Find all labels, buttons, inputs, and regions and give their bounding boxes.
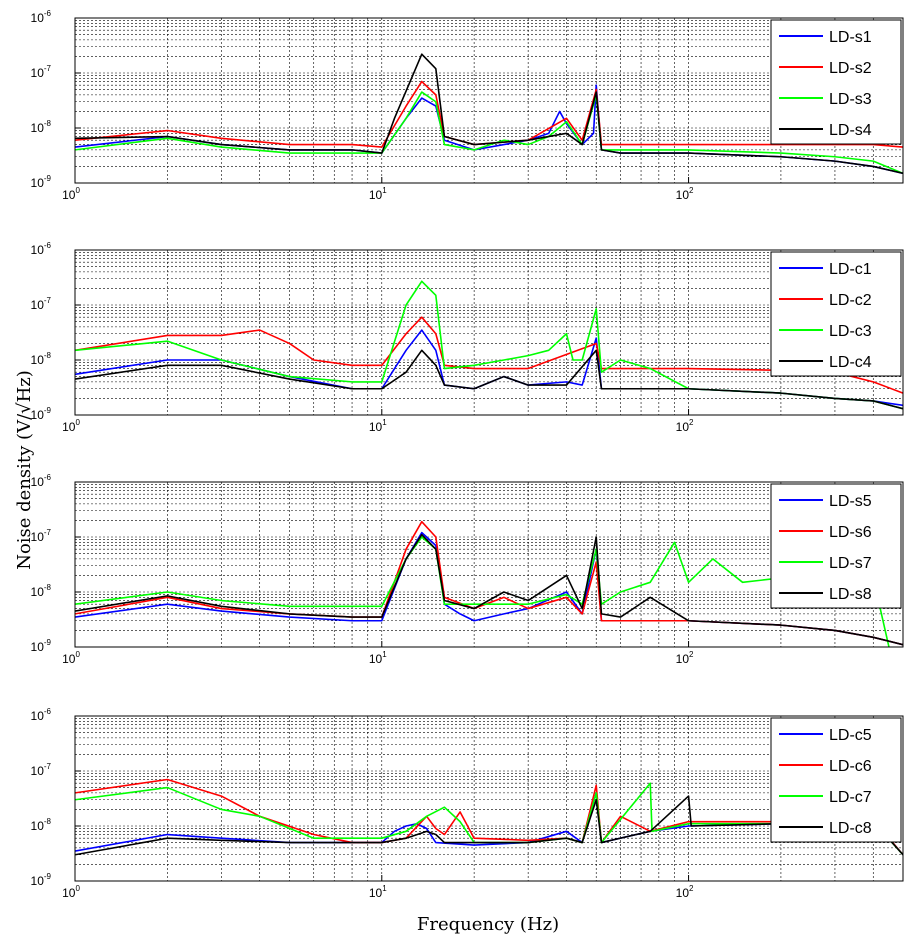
legend-box <box>770 717 902 843</box>
x-tick-label: 101 <box>369 650 387 666</box>
legend-label: LD-s4 <box>829 122 872 139</box>
x-tick-label: 101 <box>369 884 387 900</box>
legend-label: LD-c3 <box>829 323 872 340</box>
y-tick-label: 10-9 <box>31 872 52 888</box>
y-tick-label: 10-8 <box>31 351 52 367</box>
legend-label: LD-c4 <box>829 354 872 371</box>
chart-panel-1: 100 101 102 10-9 10-8 10-7 10-6 LD-s1 LD-s2 LD-s3… <box>31 9 904 202</box>
x-axis-label: Frequency (Hz) <box>417 914 559 935</box>
axes-frame <box>74 249 904 416</box>
x-tick-label: 102 <box>676 418 694 434</box>
legend-box <box>770 251 902 377</box>
series-line-LD-c3 <box>75 280 903 410</box>
x-tick-label: 102 <box>676 884 694 900</box>
axes-frame <box>74 481 904 648</box>
x-tick-label: 101 <box>369 418 387 434</box>
grid <box>75 482 903 647</box>
y-tick-label: 10-8 <box>31 817 52 833</box>
y-tick-label: 10-7 <box>31 64 52 80</box>
legend: LD-c1 LD-c2 LD-c3 LD-c4 <box>770 251 902 377</box>
legend-label: LD-s1 <box>829 29 872 46</box>
plot-area <box>75 482 903 647</box>
y-tick-label: 10-6 <box>31 241 52 257</box>
legend: LD-s1 LD-s2 LD-s3 LD-s4 <box>770 19 902 145</box>
legend: LD-s5 LD-s6 LD-s7 LD-s8 <box>770 483 902 609</box>
legend-label: LD-c7 <box>829 789 872 806</box>
plot-area <box>75 250 903 415</box>
grid <box>75 250 903 415</box>
x-tick-label: 100 <box>62 650 80 666</box>
chart-panel-2: 100 101 10210-910-810-710-6LD-c1LD-c2LD-c3… <box>31 241 904 434</box>
legend-label: LD-c1 <box>829 261 872 278</box>
legend: LD-c5 LD-c6 LD-c7 LD-c8 <box>770 717 902 843</box>
x-tick-label: 102 <box>676 186 694 202</box>
legend-label: LD-c6 <box>829 758 872 775</box>
legend-box <box>770 19 902 145</box>
panels: 100 101 102 10-9 10-8 10-7 10-6 LD-s1 LD-s2 LD-s3… <box>31 9 904 900</box>
legend-label: LD-s5 <box>829 493 872 510</box>
series-group <box>75 520 903 647</box>
axes-frame <box>74 715 904 882</box>
series-line-LD-c6 <box>75 778 903 856</box>
plot-area <box>75 716 903 881</box>
x-tick-label: 101 <box>369 186 387 202</box>
x-tick-label: 100 <box>62 186 80 202</box>
legend-label: LD-s2 <box>829 60 872 77</box>
y-tick-label: 10-6 <box>31 707 52 723</box>
legend-box <box>770 483 902 609</box>
y-tick-label: 10-8 <box>31 119 52 135</box>
series-group <box>75 280 903 410</box>
series-line-LD-c4 <box>75 349 903 410</box>
legend-label: LD-s3 <box>829 91 872 108</box>
series-line-LD-s8 <box>75 533 903 646</box>
y-axis-label: Noise density (V/√Hz) <box>14 370 35 570</box>
series-line-LD-c8 <box>75 795 903 856</box>
legend-label: LD-s8 <box>829 586 872 603</box>
legend-label: LD-c2 <box>829 292 872 309</box>
chart-panel-4: 100 101 102 10-9 10-8 10-7 10-6 LD-c5 LD-c6 LD-c7… <box>31 707 904 900</box>
series-line-LD-c2 <box>75 316 903 394</box>
y-tick-label: 10-9 <box>31 638 52 654</box>
series-line-LD-s3 <box>75 91 903 175</box>
y-tick-label: 10-9 <box>31 174 52 190</box>
y-tick-label: 10-7 <box>31 762 52 778</box>
legend-label: LD-c5 <box>829 727 872 744</box>
grid <box>75 716 903 881</box>
series-group <box>75 53 903 175</box>
x-tick-label: 102 <box>676 650 694 666</box>
series-group <box>75 778 903 856</box>
chart-panel-3: 100 101 10210-910-810-710-6LD-s5LD-s6LD-s7… <box>31 473 904 666</box>
x-tick-label: 100 <box>62 884 80 900</box>
legend-label: LD-s7 <box>829 555 872 572</box>
y-tick-label: 10-8 <box>31 583 52 599</box>
axes-frame <box>74 17 904 184</box>
series-line-LD-s4 <box>75 53 903 175</box>
y-tick-label: 10-6 <box>31 9 52 25</box>
legend-label: LD-c8 <box>829 820 872 837</box>
y-tick-label: 10-7 <box>31 296 52 312</box>
legend-label: LD-s6 <box>829 524 872 541</box>
series-line-LD-s7 <box>75 536 890 647</box>
x-tick-label: 100 <box>62 418 80 434</box>
